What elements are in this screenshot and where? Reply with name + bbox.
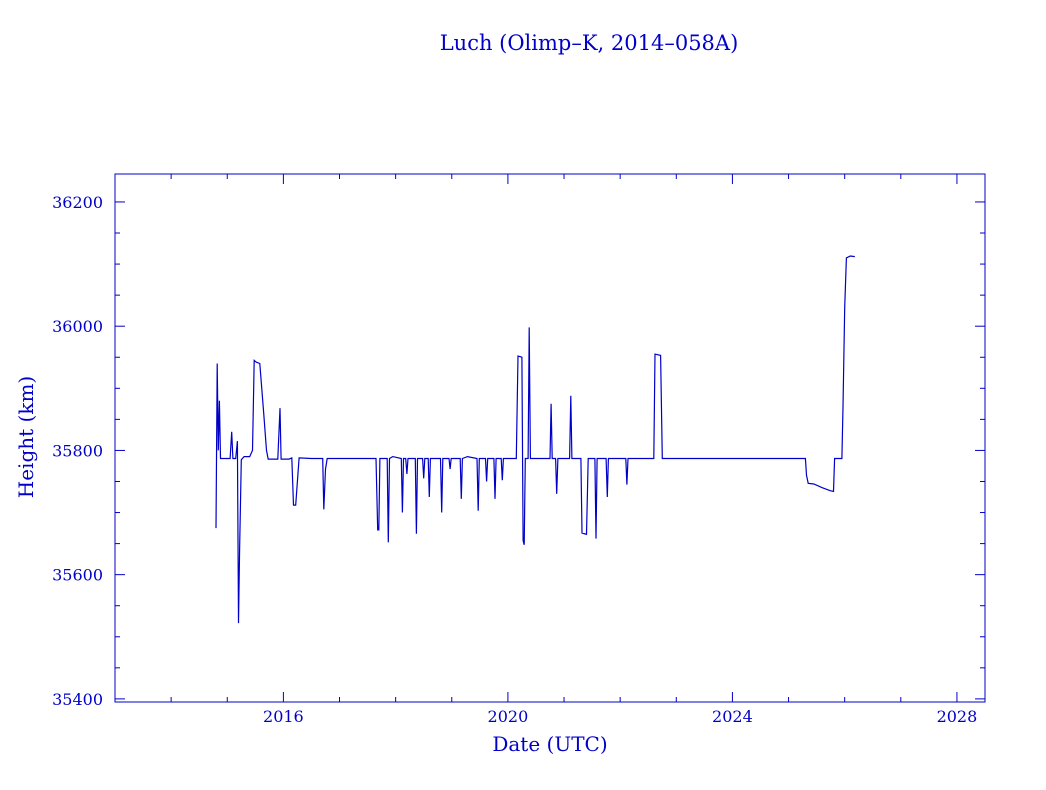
chart-title: Luch (Olimp–K, 2014–058A) — [440, 31, 739, 55]
plot-area: 2016 2020 2024 2028 35400 35600 35800 36000 3620… — [52, 173, 986, 726]
series-line — [215, 255, 855, 624]
x-tick-label: 2016 — [263, 707, 304, 726]
y-axis-label: Height (km) — [14, 376, 38, 498]
x-axis-label: Date (UTC) — [492, 732, 607, 756]
x-tick-label: 2020 — [488, 707, 529, 726]
y-tick-label: 35400 — [52, 690, 103, 709]
y-tick-label: 35800 — [52, 441, 103, 460]
x-tick-label: 2028 — [937, 707, 978, 726]
y-tick-label: 35600 — [52, 566, 103, 585]
y-tick-label: 36000 — [52, 317, 103, 336]
x-tick-label: 2024 — [712, 707, 753, 726]
y-tick-label: 36200 — [52, 193, 103, 212]
plot-frame — [114, 173, 986, 703]
